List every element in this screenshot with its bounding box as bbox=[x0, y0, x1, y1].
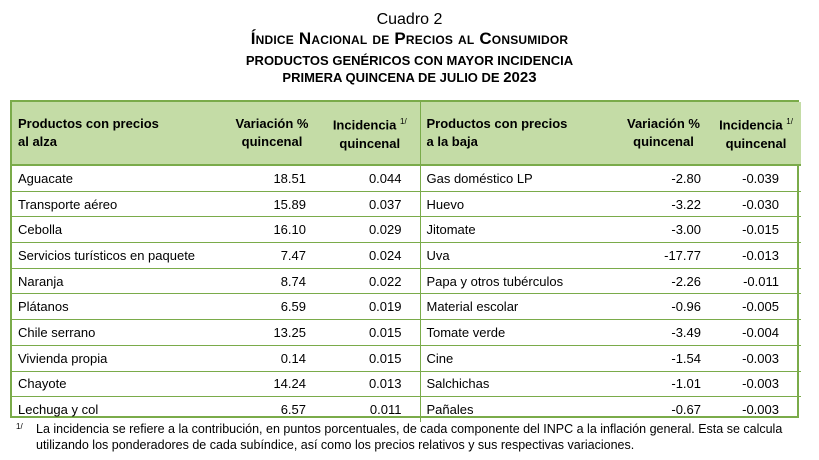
down-variation: -0.67 bbox=[671, 402, 701, 418]
down-incidence: -0.005 bbox=[711, 293, 801, 321]
down-variation: -2.26 bbox=[616, 268, 711, 295]
up-incidence: 0.029 bbox=[320, 216, 421, 244]
down-variation: -1.01 bbox=[616, 371, 711, 398]
up-product-name: Chile serrano bbox=[12, 319, 224, 346]
up-product-name: Aguacate bbox=[12, 165, 224, 192]
period-year: 2023 bbox=[503, 69, 537, 86]
down-product-name: Gas doméstico LP bbox=[420, 165, 616, 192]
up-variation: 14.24 bbox=[224, 371, 320, 398]
table-row: Chile serrano 13.25 0.015 Tomate verde -… bbox=[12, 319, 801, 346]
up-product-name: Servicios turísticos en paquete bbox=[12, 242, 224, 269]
incidence-table-frame: Productos con precios al alza Variación %… bbox=[10, 100, 801, 422]
up-variation: 15.89 bbox=[224, 191, 320, 218]
table-row: Servicios turísticos en paquete 7.47 0.0… bbox=[12, 242, 801, 269]
up-incidence: 0.015 bbox=[320, 319, 421, 346]
down-variation: -3.00 bbox=[616, 216, 711, 244]
footnote: 1/ La incidencia se refiere a la contrib… bbox=[16, 421, 806, 453]
up-incidence: 0.015 bbox=[320, 345, 421, 372]
footnote-mark: 1/ bbox=[16, 422, 23, 431]
up-incidence: 0.044 bbox=[320, 165, 421, 192]
down-product-name: Jitomate bbox=[420, 216, 616, 244]
down-product-name: Pañales bbox=[426, 402, 474, 418]
footnote-ref: 1/ bbox=[400, 117, 407, 127]
period-text: PRIMERA QUINCENA DE JULIO DE bbox=[282, 70, 504, 85]
up-variation: 0.14 bbox=[224, 345, 320, 372]
table-row: Vivienda propia 0.14 0.015 Cine -1.54 -0… bbox=[12, 345, 801, 372]
down-incidence: -0.013 bbox=[711, 242, 801, 269]
up-product-name: Lechuga y col bbox=[18, 402, 99, 418]
table-header-row: Productos con precios al alza Variación %… bbox=[12, 102, 801, 166]
down-variation: -3.49 bbox=[616, 319, 711, 346]
footnote-ref: 1/ bbox=[786, 117, 793, 127]
up-product-name: Naranja bbox=[12, 268, 224, 295]
table-row: Aguacate 18.51 0.044 Gas doméstico LP -2… bbox=[12, 165, 801, 192]
up-product-name: Transporte aéreo bbox=[12, 191, 224, 218]
up-variation: 8.74 bbox=[224, 268, 320, 295]
title-block: Cuadro 2 Índice Nacional de Precios al C… bbox=[0, 0, 819, 86]
table-title: Índice Nacional de Precios al Consumidor bbox=[250, 29, 569, 48]
up-variation: 6.57 bbox=[280, 402, 306, 418]
table-period: PRIMERA QUINCENA DE JULIO DE 2023 bbox=[0, 69, 819, 86]
down-product-name: Papa y otros tubérculos bbox=[420, 268, 616, 295]
up-incidence: 0.024 bbox=[320, 242, 421, 269]
table-number: Cuadro 2 bbox=[376, 11, 443, 28]
up-variation: 13.25 bbox=[224, 319, 320, 346]
down-product-name: Salchichas bbox=[420, 371, 616, 398]
down-incidence: -0.011 bbox=[711, 268, 801, 295]
table-row: Plátanos 6.59 0.019 Material escolar -0.… bbox=[12, 293, 801, 321]
up-incidence: 0.019 bbox=[320, 293, 421, 321]
footnote-text: La incidencia se refiere a la contribuci… bbox=[36, 422, 783, 452]
up-product-name: Cebolla bbox=[12, 216, 224, 244]
up-incidence: 0.022 bbox=[320, 268, 421, 295]
table-row: Naranja 8.74 0.022 Papa y otros tubércul… bbox=[12, 268, 801, 295]
down-incidence: -0.039 bbox=[711, 165, 801, 192]
header-down-products: Productos con precios a la baja bbox=[420, 102, 616, 166]
up-product-name: Vivienda propia bbox=[12, 345, 224, 372]
down-variation: -0.96 bbox=[616, 293, 711, 321]
header-down-variation: Variación % quincenal bbox=[616, 102, 711, 166]
up-incidence: 0.011 bbox=[320, 396, 421, 422]
table-subtitle: PRODUCTOS GENÉRICOS CON MAYOR INCIDENCIA bbox=[245, 53, 574, 68]
up-incidence: 0.037 bbox=[320, 191, 421, 218]
down-product-name: Tomate verde bbox=[420, 319, 616, 346]
down-incidence: -0.030 bbox=[711, 191, 801, 218]
header-up-incidence: Incidencia 1/quincenal bbox=[320, 102, 421, 166]
table-row: Cebolla 16.10 0.029 Jitomate -3.00 -0.01… bbox=[12, 216, 801, 244]
incidence-table: Productos con precios al alza Variación %… bbox=[12, 102, 801, 422]
table-row: Transporte aéreo 15.89 0.037 Huevo -3.22… bbox=[12, 191, 801, 218]
down-product-name: Cine bbox=[420, 345, 616, 372]
down-incidence: -0.003 bbox=[711, 371, 801, 398]
up-product-name: Plátanos bbox=[12, 293, 224, 321]
up-variation: 7.47 bbox=[224, 242, 320, 269]
down-incidence: -0.004 bbox=[711, 319, 801, 346]
table-row: Chayote 14.24 0.013 Salchichas -1.01 -0.… bbox=[12, 371, 801, 398]
up-variation: 6.59 bbox=[224, 293, 320, 321]
down-variation: -2.80 bbox=[616, 165, 711, 192]
up-incidence: 0.013 bbox=[320, 371, 421, 398]
up-variation: 16.10 bbox=[224, 216, 320, 244]
down-product-name: Huevo bbox=[420, 191, 616, 218]
down-incidence: -0.003 bbox=[742, 402, 779, 418]
header-up-variation: Variación % quincenal bbox=[224, 102, 320, 166]
down-variation: -1.54 bbox=[616, 345, 711, 372]
down-product-name: Uva bbox=[420, 242, 616, 269]
down-incidence: -0.003 bbox=[711, 345, 801, 372]
table-row: Lechuga y col 6.57 0.011 Pañales -0.67 -… bbox=[12, 396, 801, 422]
down-variation: -3.22 bbox=[616, 191, 711, 218]
header-down-incidence: Incidencia 1/quincenal bbox=[711, 102, 801, 166]
down-variation: -17.77 bbox=[616, 242, 711, 269]
down-incidence: -0.015 bbox=[711, 216, 801, 244]
down-product-name: Material escolar bbox=[420, 293, 616, 321]
up-variation: 18.51 bbox=[224, 165, 320, 192]
up-product-name: Chayote bbox=[12, 371, 224, 398]
header-up-products: Productos con precios al alza bbox=[12, 102, 224, 166]
